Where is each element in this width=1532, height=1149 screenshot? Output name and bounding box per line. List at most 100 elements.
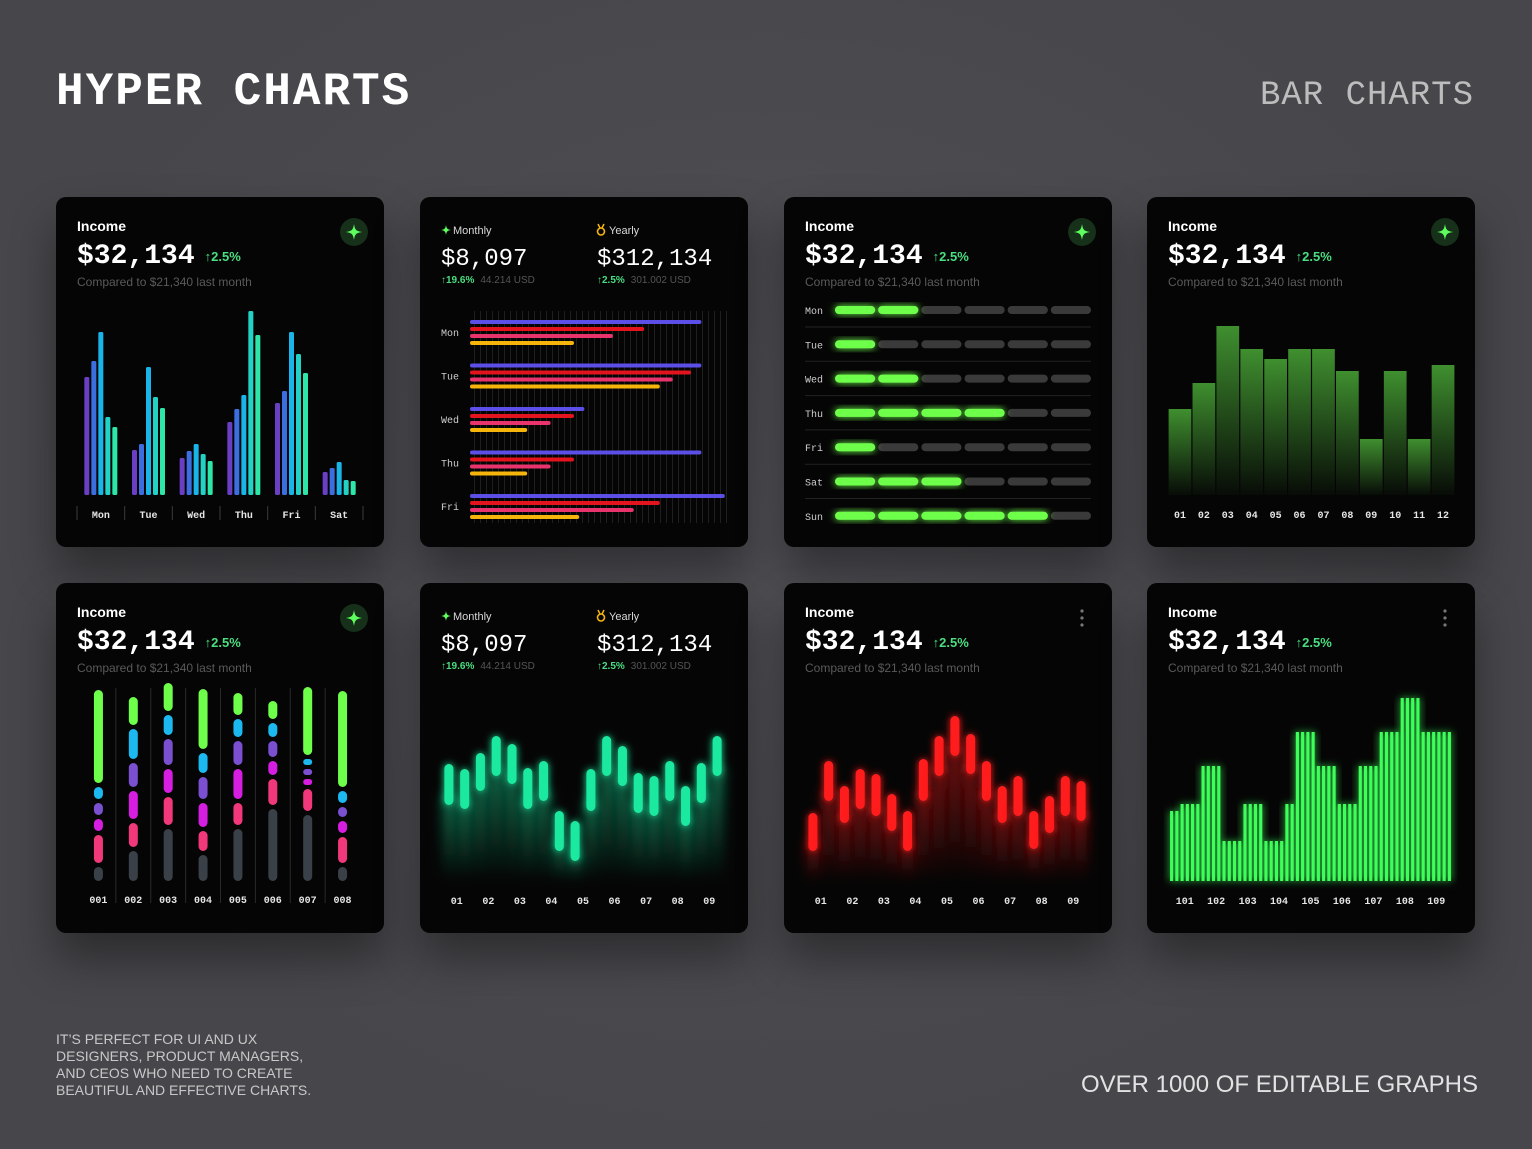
monthly-icon — [441, 611, 451, 621]
card-label: Income — [77, 604, 126, 620]
bar — [1358, 766, 1362, 881]
period-note: 44.214 USD — [480, 275, 534, 286]
bar — [1416, 698, 1420, 881]
bar — [470, 363, 702, 368]
range-bar — [1045, 796, 1055, 833]
x-tick-label: 04 — [909, 897, 921, 908]
segment-track — [1050, 443, 1091, 452]
bar-segment — [233, 803, 243, 825]
segment-track — [964, 374, 1005, 383]
bar-glow — [996, 813, 1009, 881]
segment — [921, 477, 962, 486]
bar-glow — [474, 781, 487, 881]
range-bar — [903, 811, 913, 851]
bar-segment — [303, 789, 313, 811]
range-bar — [1013, 776, 1023, 816]
bar — [470, 508, 634, 512]
segment-track — [1007, 340, 1048, 349]
y-tick-label: Thu — [805, 409, 823, 421]
x-tick-label: 08 — [1341, 511, 1353, 522]
card-amount: $32,134 — [77, 241, 195, 272]
bar — [329, 468, 335, 495]
range-bar — [539, 761, 549, 801]
bar-glow — [648, 806, 660, 881]
x-tick-label: 07 — [1317, 511, 1329, 522]
card-label: Income — [805, 218, 854, 234]
bar — [1285, 804, 1289, 881]
segment — [878, 306, 919, 314]
bar — [234, 409, 240, 495]
range-bar — [554, 811, 564, 851]
bar — [470, 501, 660, 505]
card-amount: $32,134 — [805, 241, 923, 272]
bar-segment — [93, 690, 103, 783]
bar — [470, 334, 613, 338]
bar-segment — [338, 821, 348, 833]
bar — [1316, 766, 1320, 881]
star-icon[interactable] — [1431, 218, 1459, 246]
range-bar — [997, 786, 1007, 823]
bar-segment — [93, 835, 103, 863]
bar-segment — [128, 763, 138, 787]
segment-track — [1007, 443, 1048, 452]
bar — [470, 428, 528, 432]
bar — [1432, 732, 1436, 881]
x-tick-label: 105 — [1301, 897, 1319, 908]
star-icon[interactable] — [340, 218, 368, 246]
bar-glow — [854, 799, 867, 881]
segment — [878, 408, 919, 417]
bar — [1290, 804, 1294, 881]
bar — [343, 480, 349, 495]
chart-card: Income $32,134 ↑2.5% Compared to $21,340 la… — [784, 583, 1112, 933]
bar — [470, 450, 702, 455]
bar — [84, 377, 90, 495]
bar — [470, 384, 660, 389]
segment — [835, 477, 876, 486]
bar — [1359, 439, 1383, 495]
star-icon[interactable] — [1068, 218, 1096, 246]
bar-glow — [1012, 806, 1024, 881]
segment — [878, 477, 919, 486]
bar-segment — [163, 797, 173, 825]
bar — [1369, 766, 1373, 881]
bar-segment — [268, 701, 278, 719]
x-tick-label: 08 — [672, 897, 684, 908]
card-amount: $32,134 — [805, 627, 923, 658]
bar-segment — [233, 769, 243, 799]
page-subtitle: BAR CHARTS — [1260, 77, 1474, 115]
menu-icon[interactable] — [1443, 609, 1447, 627]
period-note: 301.002 USD — [631, 661, 691, 672]
bar — [1269, 841, 1273, 881]
range-bar — [966, 734, 976, 774]
range-bar — [491, 736, 501, 776]
bar — [1227, 841, 1231, 881]
bar — [1180, 804, 1184, 881]
bar — [1232, 841, 1237, 881]
star-icon[interactable] — [340, 604, 368, 632]
bar — [470, 494, 725, 498]
chart-card: Income $32,134 ↑2.5% Compared to $21,340 la… — [1147, 583, 1475, 933]
segment-track — [1050, 477, 1091, 486]
card-note: Compared to $21,340 last month — [77, 275, 252, 289]
bar — [153, 397, 158, 495]
bar-glow — [679, 816, 692, 881]
chart-card: Monthly $8,097 ↑19.6% 44.214 USD Yearly $312,… — [420, 197, 748, 547]
range-bar — [918, 759, 928, 801]
bar-segment — [233, 829, 243, 881]
segmented-bar — [835, 477, 962, 486]
card-note: Compared to $21,340 last month — [805, 661, 980, 675]
bar-segment — [93, 819, 103, 831]
segment-track — [921, 340, 962, 349]
bar-segment — [128, 851, 138, 881]
bar — [1437, 732, 1441, 881]
footer-line: AND CEOS WHO NEED TO CREATE — [56, 1065, 292, 1081]
x-tick-label: 01 — [1174, 511, 1186, 522]
segmented-bar — [835, 374, 919, 383]
segment-track — [1007, 408, 1048, 417]
segmented-bar — [835, 408, 1005, 417]
menu-icon[interactable] — [1080, 609, 1084, 627]
x-tick-label: 09 — [703, 897, 715, 908]
bar-glow — [948, 746, 961, 881]
bar — [248, 311, 254, 495]
